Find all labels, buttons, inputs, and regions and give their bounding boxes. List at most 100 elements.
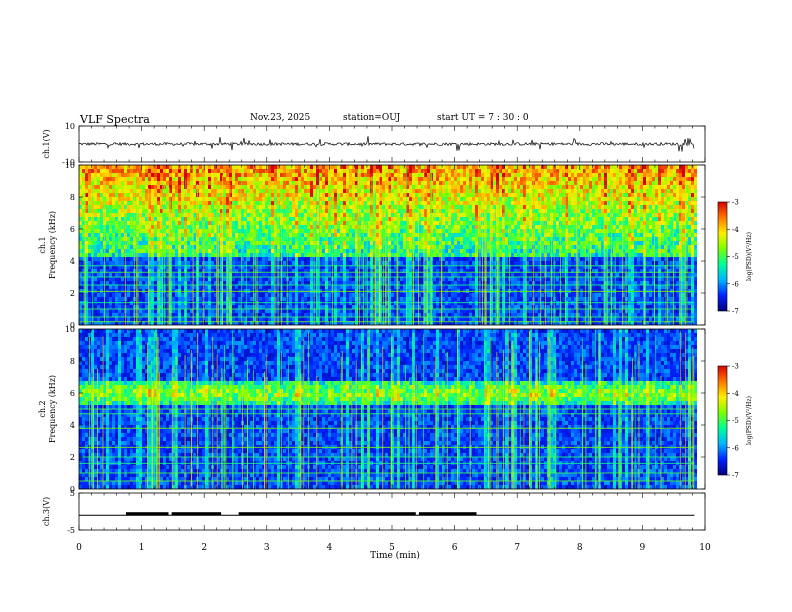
spectrogram-cell <box>238 201 241 205</box>
spectrogram-cell <box>334 273 337 277</box>
spectrogram-cell <box>226 181 229 185</box>
spectrogram-cell <box>424 265 427 269</box>
spectrogram-cell <box>214 253 217 257</box>
spectrogram-cell <box>340 297 343 301</box>
spectrogram-cell <box>265 193 268 197</box>
spectrogram-cell <box>310 273 313 277</box>
spectrogram-cell <box>388 277 391 281</box>
spectrogram-cell <box>334 305 337 309</box>
spectrogram-cell <box>133 165 136 169</box>
spectrogram-cell <box>127 305 130 309</box>
spectrogram-cell <box>289 213 292 217</box>
spectrogram-cell <box>400 313 403 317</box>
spectrogram-cell <box>307 305 310 309</box>
spectrogram-cell <box>121 297 124 301</box>
spectrogram-cell <box>211 197 214 201</box>
spectrogram-cell <box>403 309 406 313</box>
spectrogram-cell <box>175 249 178 253</box>
spectrogram-cell <box>343 265 346 269</box>
spectrogram-cell <box>295 165 298 169</box>
spectrogram-cell <box>427 165 430 169</box>
spectrogram-cell <box>232 189 235 193</box>
spectrogram-cell <box>286 165 289 169</box>
spectrogram-cell <box>232 205 235 209</box>
spectrogram-cell <box>247 165 250 169</box>
spectrogram-cell <box>403 257 406 261</box>
spectrogram-cell <box>130 257 133 261</box>
spectrogram-cell <box>241 189 244 193</box>
spectrogram-cell <box>397 189 400 193</box>
spectrogram-cell <box>112 177 115 181</box>
spectrogram-cell <box>361 169 364 173</box>
spectrogram-cell <box>190 189 193 193</box>
spectrogram-cell <box>139 241 142 245</box>
spectrogram-cell <box>373 237 376 241</box>
spectrogram-cell <box>355 269 358 273</box>
spectrogram-cell <box>346 177 349 181</box>
spectrogram-cell <box>235 205 238 209</box>
spectrogram-cell <box>400 277 403 281</box>
spectrogram-cell <box>190 253 193 257</box>
spectrogram-cell <box>289 257 292 261</box>
spectrogram-cell <box>376 297 379 301</box>
spectrogram-cell <box>199 169 202 173</box>
spectrogram-cell <box>145 185 148 189</box>
spectrogram-cell <box>427 293 430 297</box>
spectrogram-cell <box>166 177 169 181</box>
spectrogram-cell <box>241 193 244 197</box>
spectrogram-cell <box>187 205 190 209</box>
spectrogram-cell <box>211 257 214 261</box>
spectrogram-cell <box>268 241 271 245</box>
spectrogram-cell <box>214 177 217 181</box>
spectrogram-cell <box>145 309 148 313</box>
spectrogram-cell <box>316 209 319 213</box>
spectrogram-cell <box>112 293 115 297</box>
spectrogram-cell <box>421 321 424 325</box>
spectrogram-cell <box>289 205 292 209</box>
spectrogram-cell <box>307 221 310 225</box>
spectrogram-cell <box>109 173 112 177</box>
spectrogram-cell <box>433 249 436 253</box>
spectrogram-cell <box>406 221 409 225</box>
spectrogram-cell <box>94 169 97 173</box>
spectrogram-cell <box>244 261 247 265</box>
spectrogram-cell <box>259 321 262 325</box>
spectrogram-cell <box>175 245 178 249</box>
spectrogram-cell <box>409 189 412 193</box>
spectrogram-cell <box>310 165 313 169</box>
spectrogram-cell <box>442 233 445 237</box>
spectrogram-cell <box>325 229 328 233</box>
spectrogram-cell <box>82 305 85 309</box>
spectrogram-cell <box>427 229 430 233</box>
spectrogram-cell <box>286 193 289 197</box>
spectrogram-cell <box>178 321 181 325</box>
spectrogram-cell <box>376 285 379 289</box>
spectrogram-cell <box>442 237 445 241</box>
spectrogram-cell <box>118 305 121 309</box>
spectrogram-cell <box>154 313 157 317</box>
spectrogram-cell <box>376 253 379 257</box>
spectrogram-cell <box>304 321 307 325</box>
spectrogram-cell <box>367 233 370 237</box>
spectrogram-cell <box>238 233 241 237</box>
spectrogram-cell <box>352 165 355 169</box>
spectrogram-cell <box>94 241 97 245</box>
spectrogram-cell <box>352 309 355 313</box>
spectrogram-cell <box>436 305 439 309</box>
spectrogram-cell <box>235 189 238 193</box>
spectrogram-cell <box>205 309 208 313</box>
spectrogram-cell <box>427 313 430 317</box>
spectrogram-cell <box>190 305 193 309</box>
spectrogram-cell <box>310 217 313 221</box>
spectrogram-cell <box>310 169 313 173</box>
spectrogram-cell <box>436 225 439 229</box>
spectrogram-cell <box>403 197 406 201</box>
spectrogram-cell <box>292 285 295 289</box>
spectrogram-cell <box>262 281 265 285</box>
spectrogram-cell <box>418 173 421 177</box>
spectrogram-cell <box>376 185 379 189</box>
spectrogram-cell <box>406 257 409 261</box>
spectrogram-cell <box>319 309 322 313</box>
spectrogram-cell <box>262 253 265 257</box>
spectrogram-cell <box>205 229 208 233</box>
